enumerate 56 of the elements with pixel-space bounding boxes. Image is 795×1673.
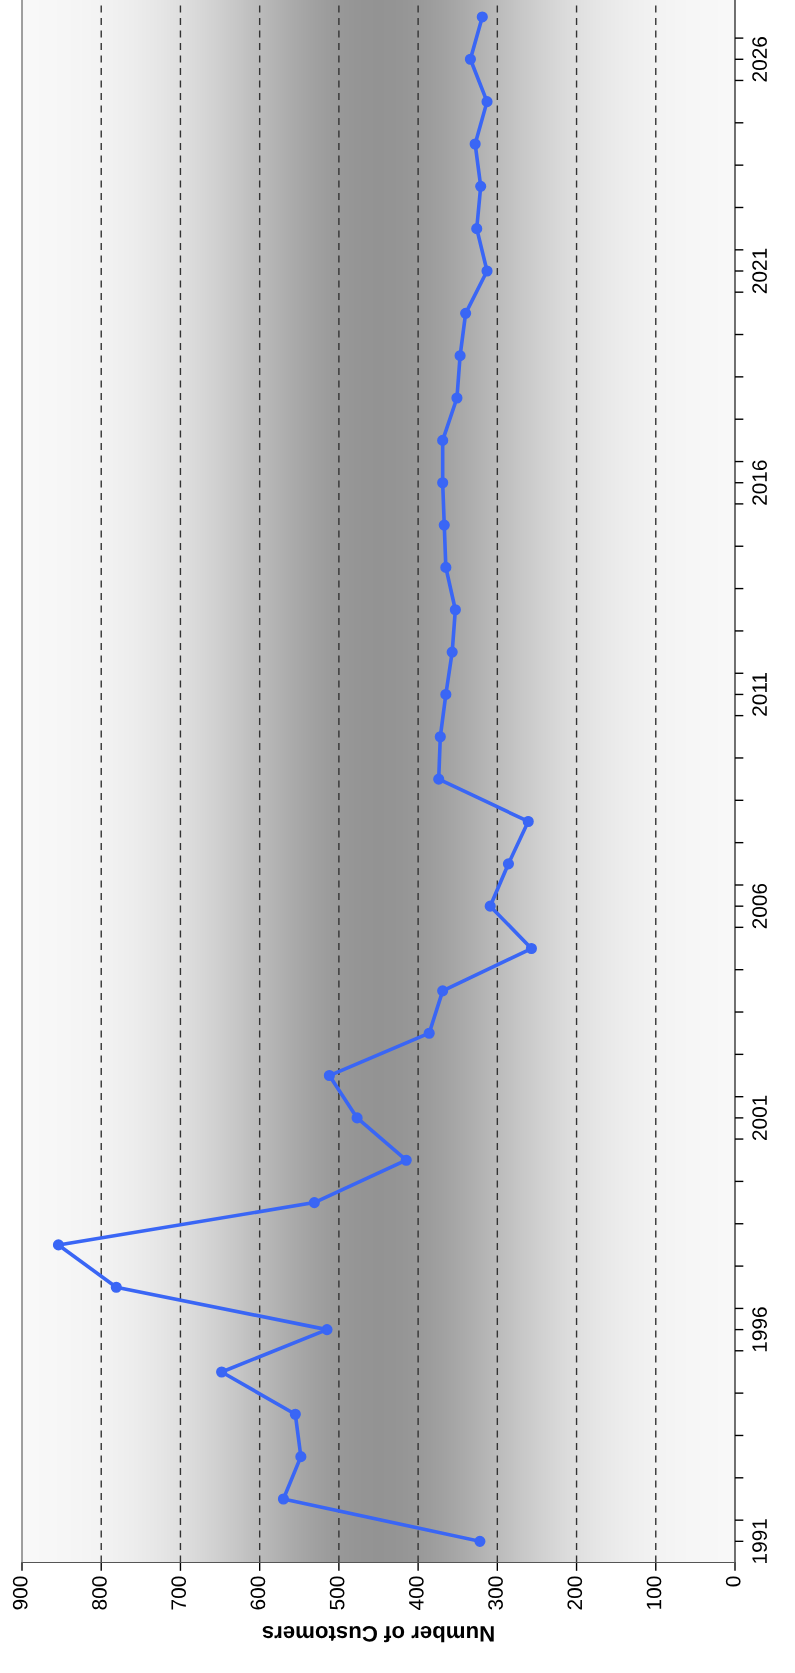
point — [484, 900, 496, 912]
x-tick-label: 700 — [171, 1576, 187, 1610]
y-tick-label: 2016 — [752, 460, 767, 505]
point — [476, 11, 488, 23]
point — [295, 1451, 307, 1463]
point — [502, 858, 514, 870]
x-tick-label: 800 — [92, 1576, 107, 1610]
point — [110, 1281, 122, 1293]
y-tick-label: 2011 — [752, 673, 767, 716]
point — [469, 138, 481, 150]
point — [437, 477, 449, 489]
y-tick-label: 2026 — [752, 37, 767, 82]
point — [434, 731, 446, 743]
x-tick-label: 500 — [329, 1576, 345, 1610]
point — [471, 223, 483, 235]
x-tick-label: 600 — [250, 1576, 266, 1610]
point — [323, 1069, 335, 1082]
point — [438, 519, 450, 531]
point — [454, 350, 466, 362]
x-tick-label: 900 — [12, 1576, 28, 1610]
point — [440, 688, 452, 701]
x-axis-title: Number of Customers — [262, 1625, 494, 1643]
point — [449, 604, 461, 616]
point — [525, 942, 537, 955]
point — [440, 561, 452, 573]
point — [437, 434, 449, 446]
point — [308, 1197, 320, 1209]
point — [475, 180, 487, 192]
point — [464, 53, 476, 65]
point — [481, 96, 493, 108]
point — [522, 815, 534, 828]
point — [400, 1154, 412, 1166]
point — [216, 1366, 228, 1378]
x-tick-label: 300 — [488, 1576, 503, 1610]
point — [423, 1027, 435, 1039]
point — [446, 646, 458, 658]
point — [481, 265, 493, 277]
y-tick-label: 1996 — [752, 1307, 767, 1352]
x-tick-label: 400 — [408, 1576, 424, 1610]
point — [52, 1239, 64, 1251]
point — [437, 985, 449, 997]
point — [451, 392, 463, 404]
y-tick-label: 2001 — [752, 1095, 767, 1141]
x-tick-label: 200 — [567, 1576, 583, 1610]
point — [351, 1112, 363, 1124]
point — [289, 1408, 301, 1420]
point — [460, 307, 472, 319]
y-tick-label: 2021 — [752, 248, 767, 294]
point — [474, 1535, 486, 1547]
point — [433, 773, 445, 785]
point — [277, 1493, 289, 1505]
y-tick-label: 1991 — [752, 1519, 767, 1563]
x-tick-label: 100 — [646, 1576, 662, 1609]
y-tick-label: 2006 — [752, 883, 767, 929]
x-tick-label: 0 — [725, 1576, 741, 1587]
point — [321, 1324, 333, 1336]
